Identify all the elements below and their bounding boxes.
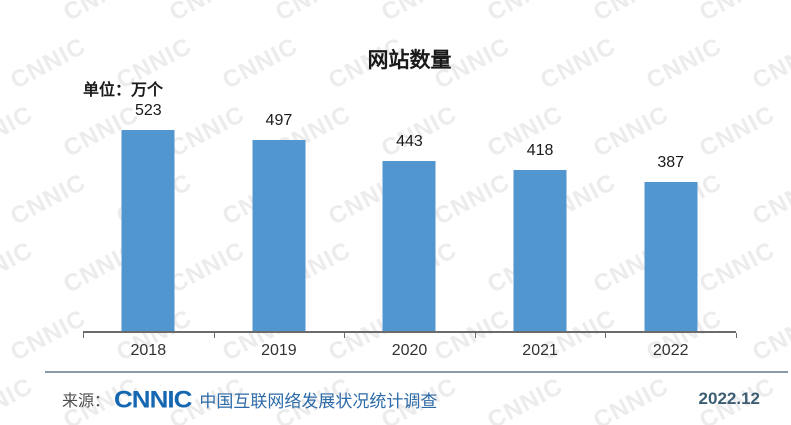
source-prefix-label: 来源：: [62, 393, 111, 410]
bar-2018: [121, 130, 175, 331]
chart-title: 网站数量: [367, 49, 452, 72]
x-axis-label-2022: 2022: [652, 342, 689, 359]
unit-label: 单位：万个: [83, 82, 164, 99]
x-axis-tick: [83, 333, 84, 338]
bar-group-2022: 387: [605, 0, 736, 331]
bar-2019: [252, 140, 306, 331]
x-axis-label-2019: 2019: [261, 342, 297, 359]
watermark-text: CNNIC: [6, 304, 91, 367]
bar-value-label: 418: [526, 142, 554, 159]
watermark-text: CNNIC: [748, 168, 791, 231]
bar-group-2020: 443: [344, 0, 475, 331]
cnnic-logo: CNNIC: [114, 385, 192, 413]
bar-value-label: 443: [396, 133, 423, 150]
bar-value-label: 497: [265, 112, 293, 129]
bar-value-label: 523: [134, 102, 162, 119]
watermark-text: CNNIC: [0, 0, 38, 27]
watermark-text: CNNIC: [748, 304, 791, 367]
plot-area: 523 497 443 418 387: [83, 0, 736, 333]
footer: 来源： CNNIC 中国互联网络发展状况统计调查 2022.12: [62, 382, 760, 416]
bar-value-label: 387: [657, 154, 685, 171]
x-axis-tick: [344, 333, 345, 338]
source-text: 中国互联网络发展状况统计调查: [199, 391, 438, 411]
footer-divider: [45, 371, 788, 373]
bar-group-2021: 418: [475, 0, 606, 331]
report-date: 2022.12: [698, 389, 760, 408]
x-axis-label-2021: 2021: [522, 342, 558, 359]
watermark-text: CNNIC: [0, 236, 38, 299]
x-axis-label-2018: 2018: [130, 342, 167, 359]
bar-group-2019: 497: [214, 0, 345, 331]
x-axis-label-2020: 2020: [391, 342, 428, 359]
watermark-text: CNNIC: [6, 32, 91, 95]
watermark-text: CNNIC: [0, 372, 38, 425]
watermark-text: CNNIC: [6, 168, 91, 231]
bar-2021: [513, 170, 567, 331]
x-axis-tick: [475, 333, 476, 338]
bar-2020: [382, 161, 436, 331]
bar-2022: [644, 182, 698, 331]
x-axis-tick: [736, 333, 737, 338]
x-axis-tick: [605, 333, 606, 338]
watermark-text: CNNIC: [0, 100, 38, 163]
x-axis-tick: [214, 333, 215, 338]
watermark-text: CNNIC: [748, 32, 791, 95]
bar-group-2018: 523: [83, 0, 214, 331]
